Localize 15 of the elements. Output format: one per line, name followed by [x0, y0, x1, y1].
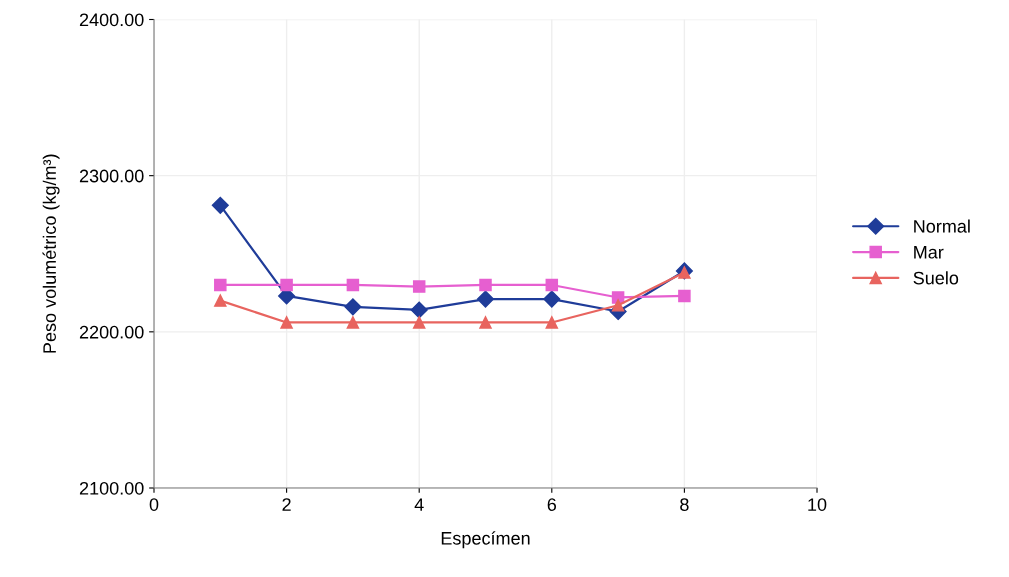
x-tick-label: 6 [547, 498, 557, 511]
legend-label: Mar [914, 246, 944, 259]
y-axis-title: Peso volumétrico (kg/m³) [42, 154, 60, 353]
x-tick-label: 0 [149, 498, 159, 511]
x-tick-label: 2 [282, 498, 291, 511]
legend-label: Suelo [913, 271, 959, 285]
x-tick-label: 10 [808, 498, 827, 511]
x-tick-label: 4 [414, 498, 424, 511]
y-tick-label: 2200.00 [79, 325, 144, 339]
x-tick-label: 8 [680, 498, 689, 511]
y-tick-label: 2100.00 [79, 481, 144, 495]
legend-label: Normal [914, 219, 970, 233]
y-tick-label: 2300.00 [79, 169, 144, 183]
x-axis-title: Especímen [441, 531, 530, 549]
y-tick-label: 2400.00 [79, 13, 144, 27]
